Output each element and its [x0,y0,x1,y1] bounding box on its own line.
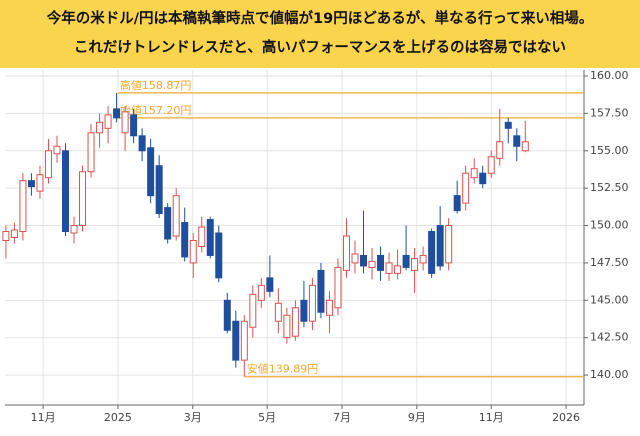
annotation-label: 始値157.20円 [120,103,192,117]
y-tick-label: 147.50 [590,256,629,269]
candle-body [300,299,308,322]
candle-body [453,195,461,212]
candle-body [206,219,214,256]
x-tick-label: 9月 [408,411,426,424]
candle-body [283,314,291,339]
x-tick-label: 2025 [104,411,132,424]
candle-body [249,293,257,328]
y-tick-label: 160.00 [590,69,629,82]
candle-body [2,231,10,241]
candle-body [479,172,487,185]
candle-body [257,284,265,301]
candle-body [291,307,299,337]
candle-body [189,239,197,264]
candle-body [411,257,419,271]
x-tick-label: 2026 [552,411,580,424]
plot-area [5,70,584,405]
candle-body [164,207,172,240]
candle-body [462,172,470,204]
candle-body [155,165,163,215]
candle-body [44,150,52,179]
candle-body [147,147,155,197]
candle-body [521,141,529,152]
candle-body [308,284,316,322]
candle-body [96,121,104,134]
candle-body [36,174,44,192]
candle-body [428,231,436,274]
candle-body [419,254,427,264]
candle-body [385,262,393,274]
candle-body [274,302,282,322]
caption-line: これだけトレンドレスだと、高いパフォーマンスを上げるのは容易ではない [74,38,566,56]
candle-body [61,150,69,233]
y-tick-label: 145.00 [590,293,629,306]
candle-body [70,225,78,234]
candle-body [53,145,61,155]
x-tick-label: 11月 [31,411,56,424]
x-tick-label: 11月 [479,411,504,424]
candle-body [496,141,504,159]
x-tick-label: 5月 [258,411,276,424]
x-tick-label: 7月 [333,411,351,424]
candle-body [172,195,180,237]
candle-body [121,111,129,134]
candle-body [240,320,248,361]
y-tick-label: 155.00 [590,144,629,157]
annotation-label: 高値158.87円 [120,78,192,92]
candle-body [27,180,35,188]
candle-body [445,225,453,264]
candle-body [470,168,478,179]
candle-body [138,135,146,152]
candle-body [19,180,27,233]
candle-body [513,135,521,147]
caption-banner [0,0,640,68]
candle-body [113,108,121,119]
candle-body [436,225,444,267]
x-tick-label: 3月 [184,411,202,424]
candle-body [325,299,333,316]
candle-body [79,171,87,227]
candle-body [402,254,410,268]
candle-body [10,229,18,239]
y-tick-label: 150.00 [590,219,629,232]
candle-body [487,156,495,174]
candle-body [87,132,95,173]
candle-body [317,269,325,313]
candle-body [130,114,138,137]
y-tick-label: 157.50 [590,106,629,119]
candle-body [232,320,240,361]
candle-body [104,114,112,129]
candle-body [394,265,402,274]
candle-body [342,235,350,271]
annotation-label: 安値139.89円 [247,362,319,376]
candle-body [334,266,342,309]
caption-line: 今年の米ドル/円は本稿執筆時点で値幅が19円ほどあるが、単なる行って来い相場。 [46,9,593,27]
y-tick-label: 142.50 [590,331,629,344]
candle-body [360,254,368,267]
candle-body [223,299,231,331]
candle-body [266,277,274,292]
candle-body [198,226,206,247]
candle-body [377,254,385,271]
candle-body [215,232,223,279]
candle-body [504,121,512,129]
candle-body [368,260,376,268]
candle-body [181,222,189,258]
y-tick-label: 152.50 [590,181,629,194]
candle-body [351,253,359,264]
y-tick-label: 140.00 [590,368,629,381]
